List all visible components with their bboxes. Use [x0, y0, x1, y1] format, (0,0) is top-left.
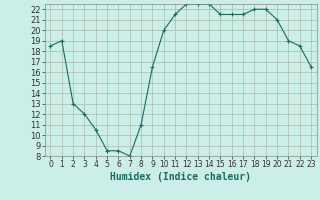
X-axis label: Humidex (Indice chaleur): Humidex (Indice chaleur)	[110, 172, 251, 182]
